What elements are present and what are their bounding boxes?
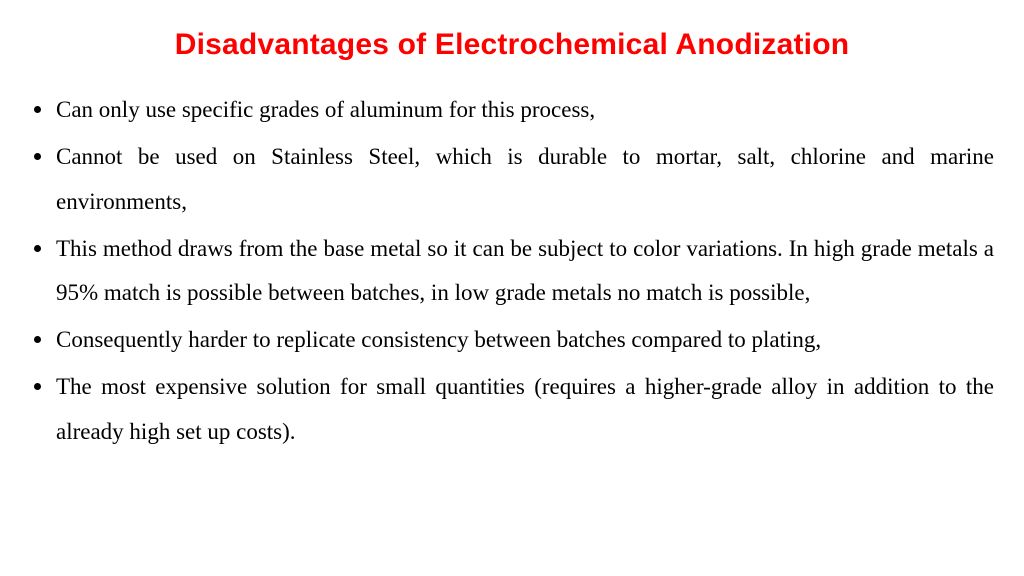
list-item: Consequently harder to replicate consist… bbox=[30, 318, 994, 363]
bullet-list: Can only use specific grades of aluminum… bbox=[30, 88, 994, 455]
slide-title: Disadvantages of Electrochemical Anodiza… bbox=[30, 28, 994, 62]
list-item: Cannot be used on Stainless Steel, which… bbox=[30, 135, 994, 225]
list-item: The most expensive solution for small qu… bbox=[30, 365, 994, 455]
list-item: Can only use specific grades of aluminum… bbox=[30, 88, 994, 133]
list-item: This method draws from the base metal so… bbox=[30, 227, 994, 317]
